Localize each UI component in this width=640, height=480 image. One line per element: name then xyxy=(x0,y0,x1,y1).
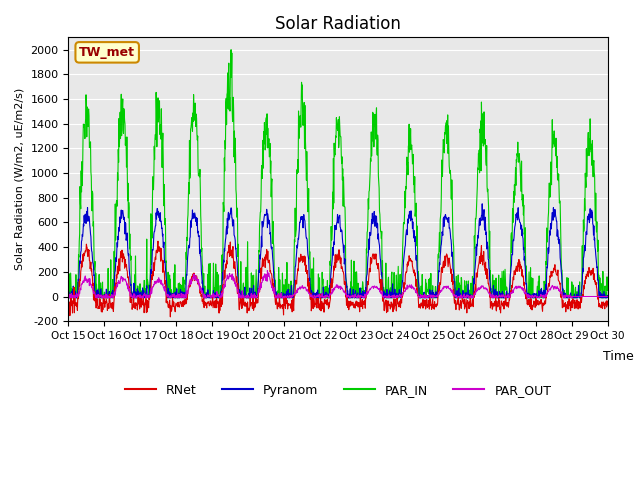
RNet xyxy=(166,314,174,320)
PAR_IN xyxy=(422,280,430,286)
X-axis label: Time: Time xyxy=(603,349,634,362)
PAR_IN xyxy=(185,180,193,185)
Pyranom xyxy=(245,295,253,300)
PAR_OUT xyxy=(245,295,253,300)
PAR_IN xyxy=(65,295,72,300)
Line: RNet: RNet xyxy=(68,241,608,317)
RNet xyxy=(493,298,500,304)
Pyranom xyxy=(604,294,612,300)
PAR_OUT xyxy=(172,294,179,300)
Pyranom xyxy=(65,291,72,297)
PAR_OUT xyxy=(185,283,193,289)
RNet xyxy=(172,300,180,306)
Line: PAR_IN: PAR_IN xyxy=(68,49,608,298)
Line: Pyranom: Pyranom xyxy=(68,204,608,298)
Legend: RNet, Pyranom, PAR_IN, PAR_OUT: RNet, Pyranom, PAR_IN, PAR_OUT xyxy=(120,379,556,402)
Pyranom xyxy=(185,244,193,250)
Pyranom xyxy=(493,288,500,294)
PAR_IN xyxy=(604,285,612,290)
RNet xyxy=(541,301,548,307)
Pyranom xyxy=(172,295,179,300)
Text: TW_met: TW_met xyxy=(79,46,135,59)
Line: PAR_OUT: PAR_OUT xyxy=(68,271,608,298)
PAR_IN xyxy=(541,280,548,286)
RNet xyxy=(246,306,253,312)
PAR_OUT xyxy=(65,294,72,300)
PAR_OUT xyxy=(422,293,430,299)
Y-axis label: Solar Radiation (W/m2, uE/m2/s): Solar Radiation (W/m2, uE/m2/s) xyxy=(15,88,25,270)
Pyranom xyxy=(422,294,430,300)
PAR_OUT xyxy=(541,294,548,300)
PAR_IN xyxy=(246,291,253,297)
PAR_OUT xyxy=(493,294,500,300)
RNet xyxy=(65,311,72,316)
RNet xyxy=(422,302,430,308)
PAR_IN xyxy=(227,47,235,52)
PAR_IN xyxy=(65,286,72,292)
PAR_IN xyxy=(172,295,179,300)
RNet xyxy=(604,302,612,308)
PAR_OUT xyxy=(66,295,74,300)
PAR_IN xyxy=(493,292,500,298)
Title: Solar Radiation: Solar Radiation xyxy=(275,15,401,33)
PAR_OUT xyxy=(264,268,271,274)
Pyranom xyxy=(66,295,74,300)
PAR_OUT xyxy=(604,294,612,300)
Pyranom xyxy=(478,201,486,207)
Pyranom xyxy=(541,295,548,300)
RNet xyxy=(185,284,193,290)
RNet xyxy=(154,238,162,244)
